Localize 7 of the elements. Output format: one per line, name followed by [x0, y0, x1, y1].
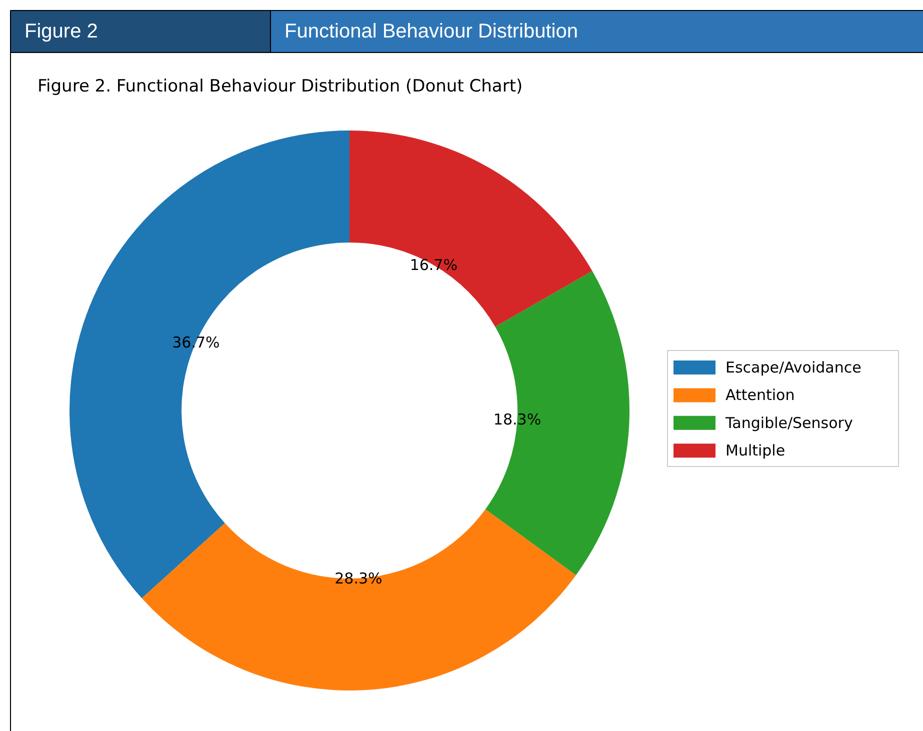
caption: Figure 2 — [24, 20, 98, 42]
legend-label: Attention — [726, 386, 795, 404]
legend-label: Tangible/Sensory — [724, 414, 853, 432]
text: Functional Behaviour Distribution — [284, 20, 578, 42]
legend-label: Multiple — [726, 442, 786, 460]
chart-title: Figure 2. Functional Behaviour Distribution (Donut Chart) — [38, 76, 523, 96]
legend-label: Escape/Avoidance — [726, 358, 862, 376]
